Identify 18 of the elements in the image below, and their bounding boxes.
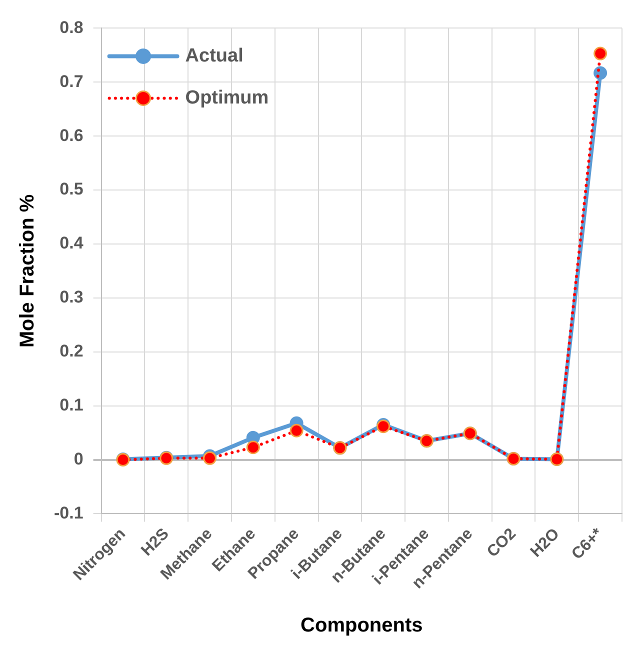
- y-axis-title: Mole Fraction %: [16, 194, 39, 348]
- y-tick-label: 0.3: [60, 288, 84, 307]
- x-tick-label: CO2: [484, 525, 520, 561]
- y-tick-label: 0.7: [60, 72, 84, 91]
- y-tick-label: 0.5: [60, 180, 84, 199]
- point: [246, 440, 260, 454]
- y-tick-label: 0.8: [60, 18, 84, 37]
- legend-label: Optimum: [185, 87, 269, 108]
- point: [290, 424, 304, 438]
- point: [594, 46, 608, 60]
- y-tick-label: 0.1: [60, 396, 84, 415]
- y-tick-label: 0: [74, 449, 84, 468]
- y-tick-label: 0.6: [60, 126, 84, 145]
- y-tick-label: 0.4: [60, 234, 84, 253]
- legend-label: Actual: [185, 45, 244, 66]
- y-tick-label: 0.2: [60, 342, 84, 361]
- x-axis-title: Components: [300, 614, 423, 637]
- y-tick-label: -0.1: [54, 503, 84, 522]
